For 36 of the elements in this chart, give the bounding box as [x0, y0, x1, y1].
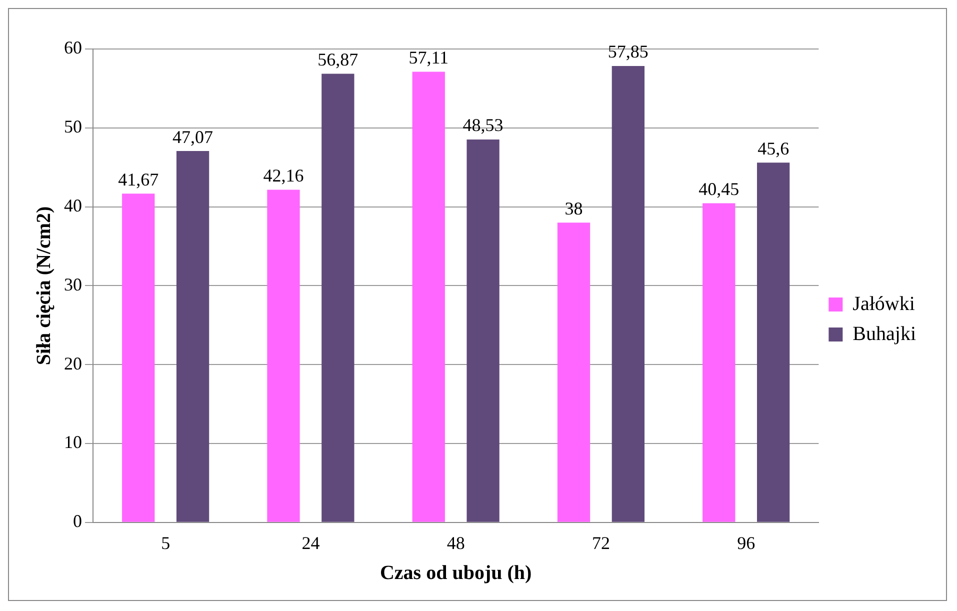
- x-tick-label: 96: [737, 532, 756, 553]
- data-label: 57,85: [608, 42, 648, 62]
- legend-label: Jałówki: [852, 292, 916, 315]
- bar: [466, 140, 500, 522]
- bar: [267, 190, 300, 522]
- y-tick-label: 10: [64, 432, 82, 452]
- legend-label: Buhajki: [852, 322, 916, 345]
- data-label: 38: [564, 198, 583, 218]
- y-tick-label: 50: [64, 116, 82, 137]
- bar: [702, 203, 736, 522]
- data-label: 47,07: [172, 126, 214, 147]
- bar: [122, 194, 155, 522]
- x-tick-label: 72: [592, 532, 610, 553]
- data-label: 57,11: [408, 48, 449, 68]
- bar: [756, 162, 790, 522]
- data-label: 56,87: [318, 49, 358, 70]
- data-label: 42,16: [263, 165, 304, 186]
- x-tick-label: 24: [302, 532, 320, 553]
- bar: [412, 72, 445, 522]
- x-axis-title: Czas od uboju (h): [380, 562, 532, 584]
- y-tick-label: 0: [73, 511, 82, 532]
- data-label: 48,53: [462, 115, 504, 136]
- x-tick-label: 48: [446, 532, 465, 553]
- y-tick-label: 40: [64, 196, 82, 216]
- data-label: 40,45: [698, 178, 740, 199]
- bar: [612, 66, 645, 522]
- x-tick-label: 5: [161, 532, 170, 553]
- y-tick-label: 30: [64, 274, 82, 294]
- bar: [322, 74, 354, 522]
- data-label: 41,67: [118, 169, 159, 190]
- y-axis-title: Siła cięcia (N/cm2): [33, 206, 56, 366]
- bar: [557, 222, 590, 522]
- y-tick-label: 60: [64, 38, 82, 58]
- bar: [176, 151, 210, 522]
- y-tick-label: 20: [64, 353, 82, 374]
- data-label: 45,6: [758, 138, 790, 158]
